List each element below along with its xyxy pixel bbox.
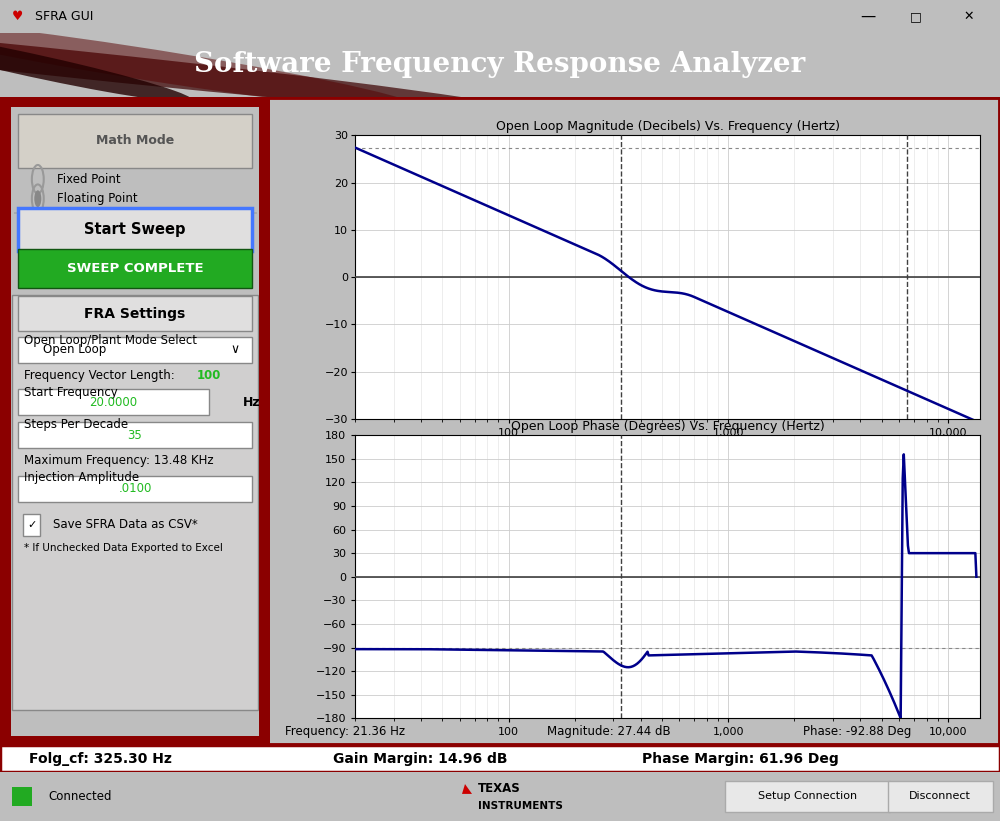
Title: Open Loop Phase (Degrees) Vs. Frequency (Hertz): Open Loop Phase (Degrees) Vs. Frequency …	[511, 420, 824, 433]
FancyBboxPatch shape	[18, 389, 209, 415]
Text: Save SFRA Data as CSV*: Save SFRA Data as CSV*	[53, 518, 197, 531]
Text: Steps Per Decade: Steps Per Decade	[24, 418, 128, 431]
FancyBboxPatch shape	[725, 782, 890, 813]
Text: Open Loop/Plant Mode Select: Open Loop/Plant Mode Select	[24, 334, 197, 347]
Text: —: —	[860, 9, 875, 24]
Text: Floating Point: Floating Point	[57, 192, 137, 205]
FancyBboxPatch shape	[12, 295, 258, 710]
Text: Maximum Frequency: 13.48 KHz: Maximum Frequency: 13.48 KHz	[24, 453, 214, 466]
FancyBboxPatch shape	[18, 296, 252, 331]
Bar	[0, 97, 270, 107]
Text: .0100: .0100	[118, 482, 152, 495]
Text: Start Sweep: Start Sweep	[84, 222, 186, 237]
Text: SWEEP COMPLETE: SWEEP COMPLETE	[67, 262, 203, 275]
Text: ✕: ✕	[963, 10, 974, 23]
FancyBboxPatch shape	[18, 114, 252, 167]
Text: Fixed Point: Fixed Point	[57, 172, 120, 186]
Ellipse shape	[0, 20, 420, 110]
FancyBboxPatch shape	[23, 514, 40, 536]
Text: SFRA GUI: SFRA GUI	[35, 10, 93, 23]
Bar	[12, 787, 32, 806]
FancyBboxPatch shape	[18, 475, 252, 502]
Text: Disconnect: Disconnect	[909, 791, 971, 801]
Text: Frequency Vector Length:: Frequency Vector Length:	[24, 369, 175, 383]
Text: Open Loop: Open Loop	[43, 343, 106, 356]
Text: Frequency: 21.36 Hz: Frequency: 21.36 Hz	[285, 725, 405, 737]
Text: 35: 35	[128, 429, 142, 442]
Circle shape	[34, 190, 41, 207]
Bar	[14, 212, 256, 213]
Text: ∨: ∨	[230, 343, 239, 356]
Text: Phase Margin: 61.96 Deg: Phase Margin: 61.96 Deg	[642, 751, 838, 766]
Bar	[259, 97, 270, 745]
Text: Start Frequency: Start Frequency	[24, 386, 118, 399]
Text: Folg_cf: 325.30 Hz: Folg_cf: 325.30 Hz	[29, 751, 171, 766]
Text: 20.0000: 20.0000	[89, 396, 137, 409]
Text: Setup Connection: Setup Connection	[758, 791, 858, 801]
FancyBboxPatch shape	[18, 209, 252, 250]
Bar	[0, 97, 11, 745]
Text: INSTRUMENTS: INSTRUMENTS	[478, 801, 563, 811]
FancyBboxPatch shape	[18, 423, 252, 448]
Text: Gain Margin: 14.96 dB: Gain Margin: 14.96 dB	[333, 751, 507, 766]
Text: □: □	[910, 10, 922, 23]
Text: TEXAS: TEXAS	[478, 782, 521, 796]
Text: Magnitude: 27.44 dB: Magnitude: 27.44 dB	[547, 725, 671, 737]
Title: Open Loop Magnitude (Decibels) Vs. Frequency (Hertz): Open Loop Magnitude (Decibels) Vs. Frequ…	[496, 120, 840, 133]
Text: 100: 100	[197, 369, 221, 383]
Ellipse shape	[0, 15, 540, 115]
FancyBboxPatch shape	[18, 337, 252, 363]
Ellipse shape	[0, 28, 193, 102]
Text: ♥: ♥	[12, 10, 23, 23]
Text: Phase: -92.88 Deg: Phase: -92.88 Deg	[803, 725, 911, 737]
Text: Injection Amplitude: Injection Amplitude	[24, 471, 139, 484]
Text: Math Mode: Math Mode	[96, 134, 174, 147]
Polygon shape	[462, 784, 472, 794]
Text: Software Frequency Response Analyzer: Software Frequency Response Analyzer	[194, 52, 806, 78]
Text: Connected: Connected	[48, 790, 112, 803]
Text: Hz: Hz	[243, 396, 261, 409]
FancyBboxPatch shape	[18, 250, 252, 288]
Text: FRA Settings: FRA Settings	[84, 306, 186, 320]
FancyBboxPatch shape	[888, 782, 993, 813]
Text: * If Unchecked Data Exported to Excel: * If Unchecked Data Exported to Excel	[24, 543, 223, 553]
Text: ✓: ✓	[27, 520, 37, 530]
Bar	[0, 736, 270, 745]
